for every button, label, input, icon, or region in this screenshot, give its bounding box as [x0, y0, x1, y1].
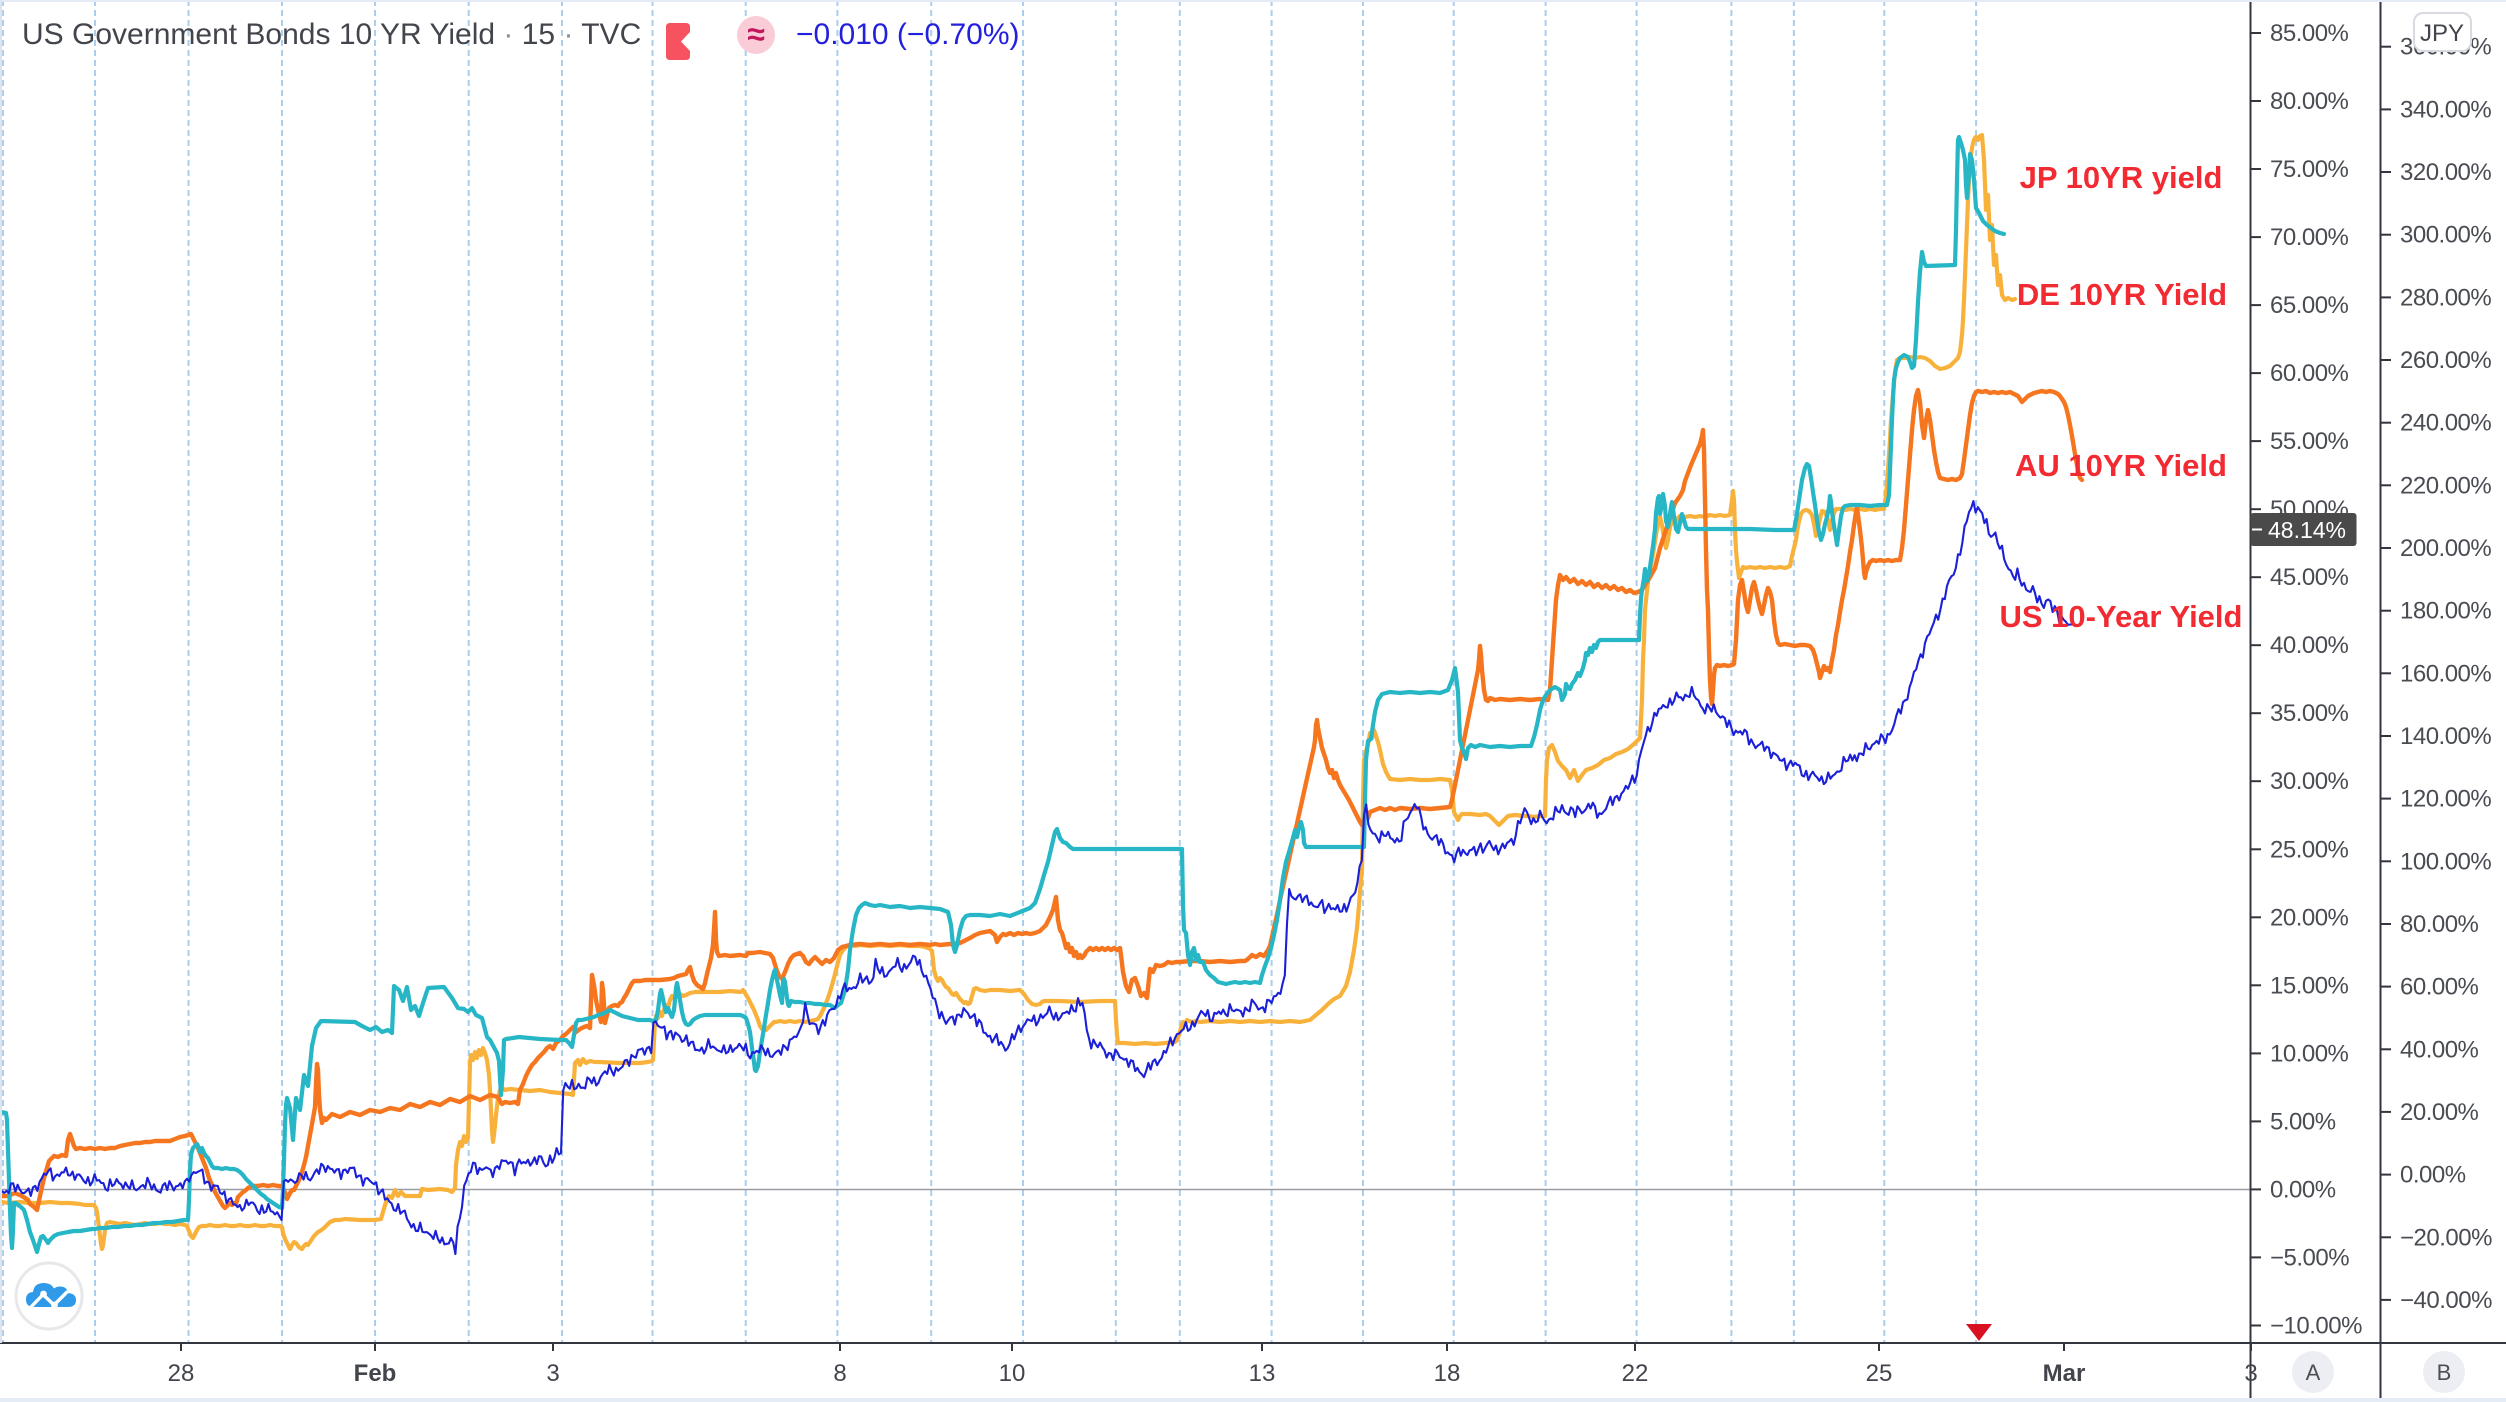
svg-text:300.00%: 300.00% [2400, 222, 2491, 249]
svg-text:JPY: JPY [2420, 20, 2464, 47]
svg-text:60.00%: 60.00% [2270, 360, 2349, 387]
svg-text:AU 10YR Yield: AU 10YR Yield [2015, 448, 2227, 483]
svg-text:40.00%: 40.00% [2270, 632, 2349, 659]
svg-text:22: 22 [1622, 1360, 1649, 1387]
svg-text:280.00%: 280.00% [2400, 284, 2491, 311]
svg-text:18: 18 [1434, 1360, 1461, 1387]
svg-text:−40.00%: −40.00% [2400, 1287, 2492, 1314]
svg-text:75.00%: 75.00% [2270, 156, 2349, 183]
svg-text:35.00%: 35.00% [2270, 700, 2349, 727]
svg-text:5.00%: 5.00% [2270, 1108, 2336, 1135]
svg-text:85.00%: 85.00% [2270, 20, 2349, 47]
svg-text:0.00%: 0.00% [2270, 1176, 2336, 1203]
svg-text:8: 8 [833, 1360, 846, 1387]
svg-text:30.00%: 30.00% [2270, 768, 2349, 795]
svg-text:320.00%: 320.00% [2400, 159, 2491, 186]
svg-text:340.00%: 340.00% [2400, 96, 2491, 123]
svg-text:B: B [2437, 1360, 2452, 1385]
svg-text:80.00%: 80.00% [2270, 88, 2349, 115]
svg-text:US 10-Year Yield: US 10-Year Yield [2000, 599, 2243, 634]
svg-text:65.00%: 65.00% [2270, 292, 2349, 319]
svg-text:20.00%: 20.00% [2400, 1099, 2479, 1126]
svg-text:DE 10YR Yield: DE 10YR Yield [2017, 277, 2227, 312]
svg-text:US Government Bonds 10 YR Yiel: US Government Bonds 10 YR Yield · 15 · T… [22, 18, 641, 51]
svg-text:3: 3 [546, 1360, 559, 1387]
svg-text:−0.010 (−0.70%): −0.010 (−0.70%) [796, 18, 1020, 51]
svg-text:−20.00%: −20.00% [2400, 1224, 2492, 1251]
svg-text:25: 25 [1866, 1360, 1893, 1387]
svg-text:40.00%: 40.00% [2400, 1036, 2479, 1063]
svg-text:A: A [2306, 1360, 2321, 1385]
svg-text:60.00%: 60.00% [2400, 974, 2479, 1001]
svg-text:28: 28 [168, 1360, 195, 1387]
svg-text:45.00%: 45.00% [2270, 564, 2349, 591]
svg-text:JP 10YR yield: JP 10YR yield [2020, 160, 2223, 195]
svg-text:≈: ≈ [747, 16, 765, 52]
svg-text:48.14%: 48.14% [2268, 517, 2346, 543]
svg-text:260.00%: 260.00% [2400, 347, 2491, 374]
svg-text:10.00%: 10.00% [2270, 1040, 2349, 1067]
svg-text:180.00%: 180.00% [2400, 598, 2491, 625]
svg-text:25.00%: 25.00% [2270, 836, 2349, 863]
svg-text:100.00%: 100.00% [2400, 848, 2491, 875]
svg-text:15.00%: 15.00% [2270, 972, 2349, 999]
svg-text:220.00%: 220.00% [2400, 472, 2491, 499]
svg-text:−5.00%: −5.00% [2270, 1244, 2349, 1271]
svg-text:160.00%: 160.00% [2400, 660, 2491, 687]
svg-text:0.00%: 0.00% [2400, 1162, 2466, 1189]
svg-text:Feb: Feb [354, 1360, 397, 1387]
svg-text:13: 13 [1249, 1360, 1276, 1387]
svg-text:Mar: Mar [2043, 1360, 2086, 1387]
svg-text:20.00%: 20.00% [2270, 904, 2349, 931]
svg-text:55.00%: 55.00% [2270, 428, 2349, 455]
svg-text:140.00%: 140.00% [2400, 723, 2491, 750]
svg-text:240.00%: 240.00% [2400, 410, 2491, 437]
svg-text:120.00%: 120.00% [2400, 786, 2491, 813]
svg-text:−10.00%: −10.00% [2270, 1313, 2362, 1340]
svg-text:10: 10 [999, 1360, 1026, 1387]
svg-text:70.00%: 70.00% [2270, 224, 2349, 251]
svg-text:80.00%: 80.00% [2400, 911, 2479, 938]
svg-text:200.00%: 200.00% [2400, 535, 2491, 562]
svg-text:3: 3 [2244, 1360, 2257, 1387]
